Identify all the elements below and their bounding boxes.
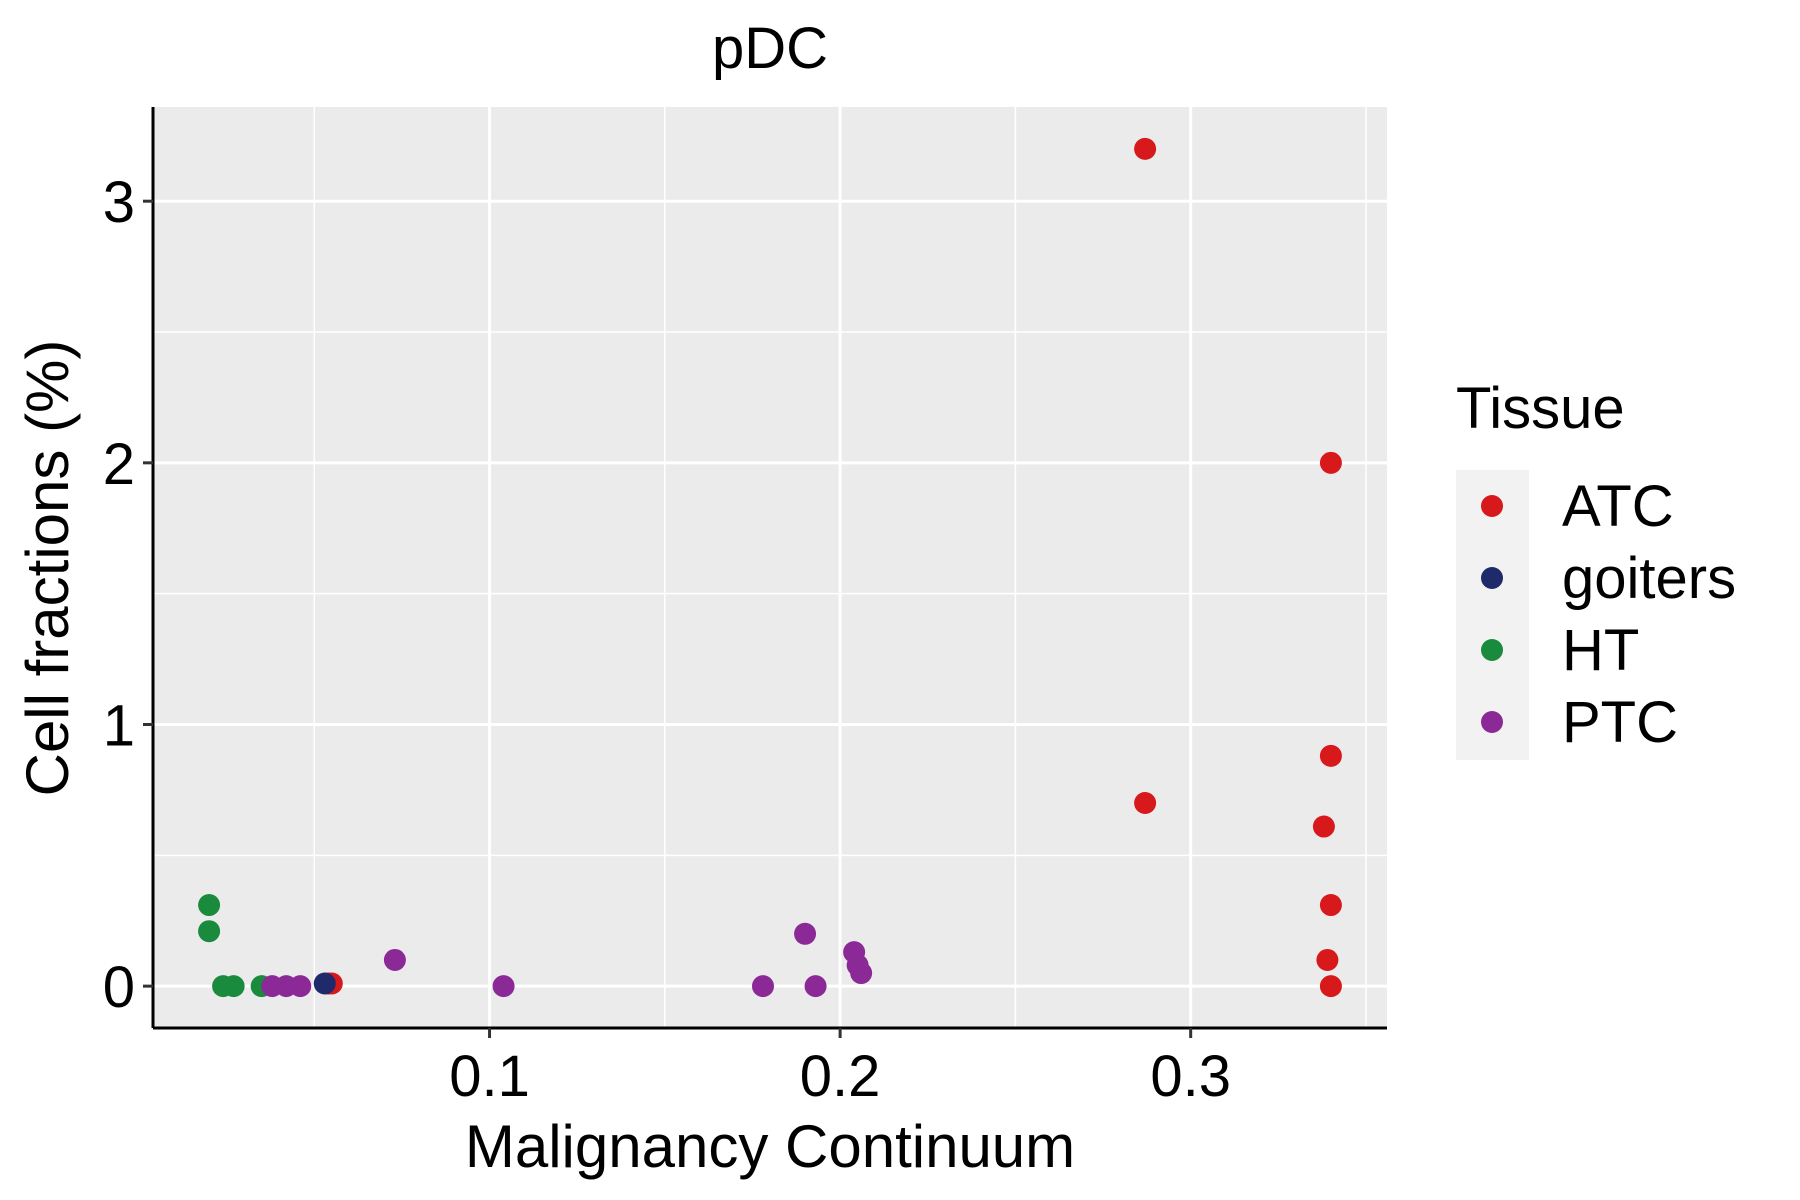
data-points <box>198 137 1342 998</box>
point-ptc <box>289 975 312 998</box>
grid-minor <box>153 107 1387 1028</box>
legend-label-goiters: goiters <box>1562 546 1736 611</box>
legend-label-ht: HT <box>1562 618 1639 683</box>
point-atc <box>1316 948 1339 971</box>
chart-title: pDC <box>712 16 828 81</box>
point-ptc <box>850 962 873 985</box>
point-ptc <box>751 975 774 998</box>
point-ptc <box>383 948 406 971</box>
x-ticks: 0.1 0.2 0.3 <box>449 1028 1231 1109</box>
point-ptc <box>804 975 827 998</box>
x-tick-label: 0.1 <box>449 1044 530 1109</box>
point-ht <box>198 894 221 917</box>
point-atc <box>1319 975 1342 998</box>
legend-key-ptc <box>1481 711 1503 733</box>
y-axis-label: Cell fractions (%) <box>14 340 81 797</box>
legend-key-ht <box>1481 639 1503 661</box>
legend-title: Tissue <box>1456 376 1625 441</box>
legend-items: ATC goiters HT PTC <box>1481 474 1736 755</box>
x-axis-label: Malignancy Continuum <box>465 1113 1075 1180</box>
y-tick-label: 2 <box>103 432 135 497</box>
x-tick-label: 0.2 <box>800 1044 881 1109</box>
point-atc <box>1319 894 1342 917</box>
point-atc <box>1134 791 1157 814</box>
legend-label-atc: ATC <box>1562 474 1674 539</box>
plot-panel <box>153 107 1387 1028</box>
legend-key-atc <box>1481 495 1503 517</box>
point-atc <box>1312 815 1335 838</box>
point-ptc <box>794 922 817 945</box>
point-goiters <box>313 972 336 995</box>
point-ht <box>198 920 221 943</box>
y-ticks: 0 1 2 3 <box>103 170 153 1020</box>
legend-key-goiters <box>1481 567 1503 589</box>
y-tick-label: 1 <box>103 693 135 758</box>
y-tick-label: 0 <box>103 955 135 1020</box>
point-atc <box>1134 137 1157 160</box>
legend-label-ptc: PTC <box>1562 690 1678 755</box>
x-tick-label: 0.3 <box>1150 1044 1231 1109</box>
y-tick-label: 3 <box>103 170 135 235</box>
point-atc <box>1319 451 1342 474</box>
point-ht <box>222 975 245 998</box>
point-ptc <box>492 975 515 998</box>
point-atc <box>1319 744 1342 767</box>
legend: Tissue ATC goiters HT PTC <box>1456 376 1736 760</box>
grid-major <box>153 107 1387 1028</box>
